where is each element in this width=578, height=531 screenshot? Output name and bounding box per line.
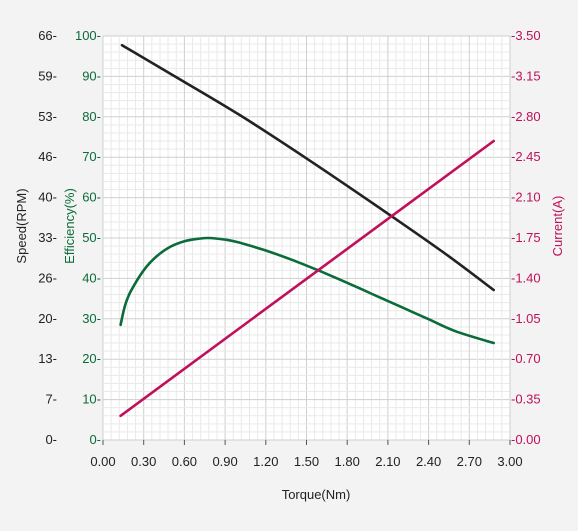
speed-tick-label: 59- [38, 68, 57, 83]
current-tick-label: -0.00 [511, 432, 541, 447]
speed-curve [120, 43, 495, 292]
x-tick-label: 2.10 [375, 454, 400, 469]
x-tick-label: 3.00 [497, 454, 522, 469]
current-curve [119, 139, 495, 418]
speed-axis-label: Speed(RPM) [14, 188, 29, 263]
current-tick-label: -1.05 [511, 311, 541, 326]
efficiency-tick-label: 40- [82, 270, 101, 285]
series-lines [119, 43, 495, 418]
speed-tick-label: 20- [38, 311, 57, 326]
current-tick-label: -2.45 [511, 149, 541, 164]
x-tick-label: 1.20 [253, 454, 278, 469]
x-tick-label: 1.80 [335, 454, 360, 469]
x-tick-label: 0.60 [172, 454, 197, 469]
current-axis-label: Current(A) [550, 196, 565, 257]
x-tick-label: 2.40 [416, 454, 441, 469]
current-tick-label: -1.75 [511, 230, 541, 245]
axes: 0.00 0.30 0.60 0.90 1.20 1.50 1.80 2.10 2.40 2.70… [38, 28, 540, 469]
speed-tick-label: 7- [45, 392, 57, 407]
efficiency-tick-label: 10- [82, 392, 101, 407]
current-tick-label: -0.35 [511, 392, 541, 407]
current-tick-label: -3.15 [511, 68, 541, 83]
x-tick-label: 0.30 [131, 454, 156, 469]
efficiency-tick-label: 60- [82, 190, 101, 205]
x-tick-label: 2.70 [457, 454, 482, 469]
x-axis-label: Torque(Nm) [282, 487, 351, 502]
current-tick-label: -2.80 [511, 109, 541, 124]
efficiency-curve [119, 236, 495, 345]
efficiency-tick-label: 70- [82, 149, 101, 164]
current-tick-label: -2.10 [511, 190, 541, 205]
current-tick-label: -1.40 [511, 270, 541, 285]
speed-tick-label: 33- [38, 230, 57, 245]
current-tick-label: -0.70 [511, 351, 541, 366]
efficiency-tick-label: 30- [82, 311, 101, 326]
speed-tick-label: 26- [38, 270, 57, 285]
speed-tick-label: 0- [45, 432, 57, 447]
efficiency-tick-label: 20- [82, 351, 101, 366]
x-tick-label: 1.50 [294, 454, 319, 469]
efficiency-tick-label: 90- [82, 68, 101, 83]
efficiency-tick-label: 50- [82, 230, 101, 245]
efficiency-axis-label: Efficiency(%) [62, 188, 77, 264]
speed-tick-label: 66- [38, 28, 57, 43]
speed-tick-label: 46- [38, 149, 57, 164]
labels: Torque(Nm) Speed(RPM) Efficiency(%) Curr… [14, 188, 565, 502]
speed-tick-label: 40- [38, 190, 57, 205]
x-tick-label: 0.90 [212, 454, 237, 469]
efficiency-tick-label: 100- [75, 28, 101, 43]
efficiency-tick-label: 80- [82, 109, 101, 124]
current-tick-label: -3.50 [511, 28, 541, 43]
efficiency-tick-label: 0- [89, 432, 101, 447]
grid [102, 35, 511, 441]
x-tick-label: 0.00 [90, 454, 115, 469]
speed-tick-label: 53- [38, 109, 57, 124]
speed-tick-label: 13- [38, 351, 57, 366]
